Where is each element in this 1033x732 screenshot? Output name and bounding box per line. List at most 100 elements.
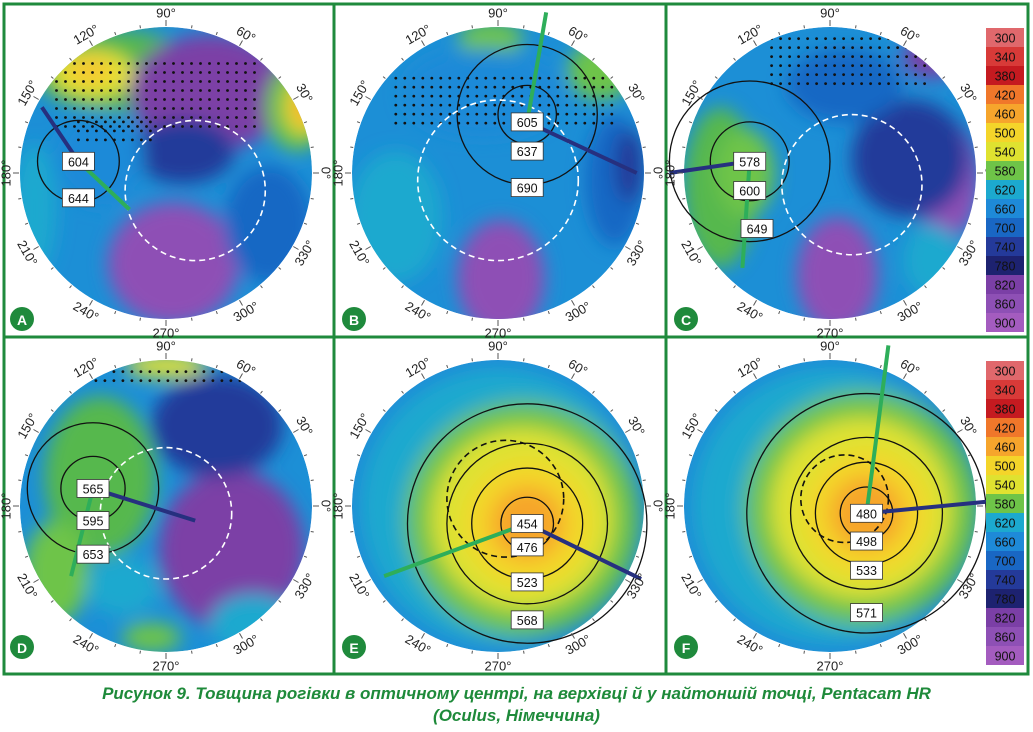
legend-swatch (986, 418, 1024, 437)
angle-label: 330° (955, 571, 981, 602)
angle-label: 30° (293, 414, 316, 439)
angle-label: 120° (403, 21, 434, 47)
legend-swatch (986, 456, 1024, 475)
angle-label: 60° (566, 356, 591, 379)
caption-line-1: Рисунок 9. Товщина рогівки в оптичному ц… (102, 684, 931, 703)
legend-value: 820 (995, 612, 1016, 626)
legend-value: 300 (995, 365, 1016, 379)
legend-swatch (986, 218, 1024, 237)
angle-label: 270° (817, 326, 844, 341)
legend-value: 540 (995, 479, 1016, 493)
legend-swatch (986, 608, 1024, 627)
svg-text:B: B (349, 312, 359, 328)
angle-label: 90° (488, 339, 508, 354)
angle-label: 30° (293, 81, 316, 106)
legend-swatch (986, 646, 1024, 665)
angle-label: 60° (898, 356, 923, 379)
angle-label: 60° (566, 23, 591, 46)
angle-label: 300° (231, 298, 262, 324)
color-scale-legend: 300 340 380 420 460 500 540 580 620 660 700 740 780 8… (986, 28, 1024, 332)
panel-letter-badge: A (10, 307, 34, 331)
panel-a: 90° 60° 30° 0° 330° 300° 270° 240° 210° 180° 150° 1… (0, 6, 334, 341)
angle-label: 90° (488, 6, 508, 21)
angle-label: 240° (403, 631, 434, 657)
value-box (510, 537, 544, 557)
value-box (850, 560, 883, 580)
value-box (510, 610, 544, 630)
legend-swatch (986, 142, 1024, 161)
panel-letter-badge: D (10, 635, 34, 659)
svg-text:E: E (349, 640, 358, 656)
angle-label: 210° (14, 238, 40, 269)
value-box (740, 219, 774, 238)
legend-value: 340 (995, 51, 1016, 65)
angle-label: 270° (817, 659, 844, 674)
angle-label: 0° (319, 500, 334, 512)
thickness-value: 604 (68, 155, 89, 169)
legend-value: 820 (995, 279, 1016, 293)
legend-swatch (986, 399, 1024, 418)
legend-swatch (986, 532, 1024, 551)
legend-value: 700 (995, 222, 1016, 236)
value-box (733, 181, 767, 200)
angle-label: 30° (957, 81, 980, 106)
figure-caption: Рисунок 9. Товщина рогівки в оптичному ц… (0, 683, 1033, 727)
legend-swatch (986, 627, 1024, 646)
angle-label: 300° (895, 298, 926, 324)
thickness-values: 578 600 649 (733, 151, 774, 238)
angle-label: 0° (651, 500, 666, 512)
angle-label: 120° (735, 354, 766, 380)
isopachic-contours (668, 80, 923, 256)
angle-label: 240° (735, 298, 766, 324)
thickness-value: 523 (517, 576, 538, 590)
thickness-value: 480 (856, 507, 877, 521)
legend-value: 460 (995, 441, 1016, 455)
legend-swatch (986, 275, 1024, 294)
legend-value: 780 (995, 593, 1016, 607)
panel-letter-badge: E (342, 635, 366, 659)
svg-text:A: A (17, 312, 27, 328)
legend-value: 700 (995, 555, 1016, 569)
angle-label: 30° (625, 414, 648, 439)
legend-value: 580 (995, 498, 1016, 512)
value-box (62, 151, 95, 171)
angle-label: 120° (403, 354, 434, 380)
thickness-value: 533 (856, 564, 877, 578)
thickness-value: 653 (83, 548, 104, 562)
legend-swatch (986, 180, 1024, 199)
value-box (76, 479, 110, 498)
green-axis-line (69, 487, 95, 577)
thickness-map (352, 360, 644, 652)
pupil-outline (124, 119, 267, 262)
dotted-zone (394, 76, 614, 125)
angle-label: 330° (291, 571, 317, 602)
legend-value: 620 (995, 517, 1016, 531)
value-box (510, 572, 544, 592)
legend-value: 620 (995, 184, 1016, 198)
legend-value: 420 (995, 422, 1016, 436)
angle-label: 330° (955, 238, 981, 269)
thickness-map (352, 27, 644, 319)
angle-label: 120° (735, 21, 766, 47)
dotted-zone (55, 62, 256, 142)
angle-label: 300° (563, 298, 594, 324)
value-box (850, 603, 883, 622)
angle-label: 30° (957, 414, 980, 439)
legend-value: 740 (995, 574, 1016, 588)
pupil-outline (99, 446, 233, 580)
pupil-outline (781, 113, 923, 256)
value-box (510, 178, 544, 198)
legend-swatch (986, 85, 1024, 104)
thickness-map (684, 27, 976, 319)
legend-value: 900 (995, 317, 1016, 331)
panel-f: 90°60°30°0°330°300°270°240°210°180°150°1… (663, 339, 998, 674)
svg-text:D: D (17, 640, 27, 656)
blue-axis-line (866, 499, 988, 516)
angle-label: 60° (898, 23, 923, 46)
angle-label: 210° (346, 238, 372, 269)
color-scale-legend: 300 340 380 420 460 500 540 580 620 660 700 740 780 8… (986, 361, 1024, 665)
angle-label: 120° (71, 354, 102, 380)
legend-value: 660 (995, 536, 1016, 550)
green-axis-line (383, 521, 528, 578)
legend-swatch (986, 313, 1024, 332)
